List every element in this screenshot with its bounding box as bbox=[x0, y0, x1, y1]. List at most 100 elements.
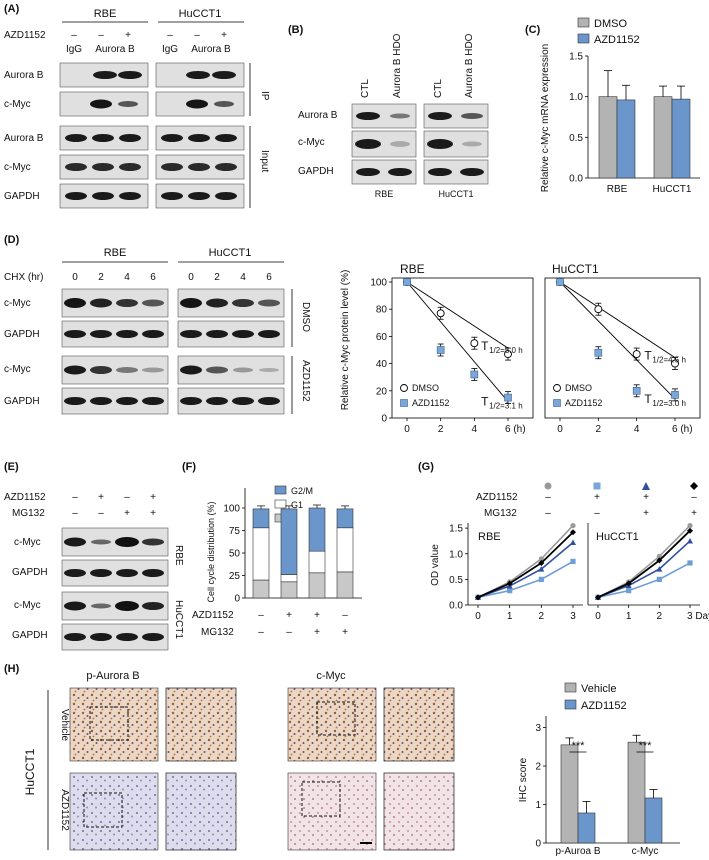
panel-h-ylabel: IHC score bbox=[518, 757, 529, 802]
y-tick-label: 50 bbox=[229, 549, 241, 560]
panel-h-sig-1: *** bbox=[572, 740, 586, 752]
panel-g-treat-1-label: AZD1152 bbox=[476, 492, 518, 503]
panel-g-t1-s1: – bbox=[545, 492, 551, 503]
point-azd1152 bbox=[436, 346, 445, 354]
panel-d-group-dmso: DMSO bbox=[300, 302, 311, 332]
bar-vehicle bbox=[560, 744, 579, 844]
panel-label-f: (F) bbox=[182, 461, 196, 473]
panel-a-sign-6: + bbox=[221, 30, 227, 41]
panel-d-time-7: 4 bbox=[240, 272, 246, 283]
panel-a-row-3: Aurora B bbox=[4, 133, 44, 144]
panel-b-cellline-rbe: RBE bbox=[375, 189, 394, 199]
bar-azd1152 bbox=[577, 812, 596, 844]
legend-marker-azd bbox=[400, 399, 408, 407]
panel-f-t2-s1: – bbox=[258, 627, 264, 638]
panel-f-t2-s2: – bbox=[286, 627, 292, 638]
panel-d-cellline-rbe: RBE bbox=[104, 247, 127, 259]
bar-segment-g2m bbox=[336, 508, 354, 529]
panel-d-chx-label: CHX (hr) bbox=[4, 272, 43, 283]
panel-f-ylabel: Cell cycle distribution (%) bbox=[206, 501, 216, 602]
panel-e-t1-s2: + bbox=[98, 492, 104, 503]
panel-d-title-hucct1: HuCCT1 bbox=[552, 262, 599, 276]
panel-c-category-rbe: RBE bbox=[607, 184, 628, 195]
point-ctrl bbox=[538, 556, 544, 562]
growth-line-2 bbox=[477, 541, 574, 599]
y-tick-label: 75 bbox=[229, 526, 241, 537]
panel-f-t1-s1: – bbox=[258, 610, 264, 621]
panel-h: p-Aurora B c-Myc HuCCT1 Vehicle AZD1152 … bbox=[23, 670, 680, 857]
growth-line-3 bbox=[477, 531, 574, 599]
bar-segment-g2m bbox=[280, 508, 298, 575]
panel-label-h: (H) bbox=[4, 663, 20, 675]
panel-h-category-2: c-Myc bbox=[632, 846, 659, 857]
point-azd1152 bbox=[671, 391, 679, 399]
point-mg132 bbox=[687, 527, 693, 534]
point-azd1152 bbox=[556, 278, 564, 286]
half-life-label: 1/2=3.0 h bbox=[652, 399, 686, 408]
point-combo bbox=[570, 539, 576, 545]
point-azd1152 bbox=[570, 558, 576, 565]
panel-label-g: (G) bbox=[418, 461, 434, 473]
panel-h-stain-paurora: p-Aurora B bbox=[86, 670, 139, 682]
x-tick-label: 4 bbox=[634, 424, 640, 435]
x-tick-label: 1 bbox=[507, 611, 513, 622]
bar-segment-g2m bbox=[252, 508, 270, 529]
panel-a-sign-4: – bbox=[167, 30, 173, 41]
bar-segment-g1 bbox=[280, 574, 298, 583]
panel-d-row-2: GAPDH bbox=[4, 329, 40, 340]
panel-e-row-2: GAPDH bbox=[12, 567, 48, 578]
point-combo bbox=[656, 566, 663, 572]
ihc-cmyc-azd bbox=[287, 772, 377, 851]
point-azd1152 bbox=[594, 348, 603, 357]
panel-g-marks bbox=[475, 522, 693, 601]
half-life-label: 1/2=4.5 h bbox=[652, 356, 686, 365]
y-tick-label: 80 bbox=[376, 305, 388, 316]
panel-a-cellline-hucct1: HuCCT1 bbox=[179, 8, 222, 20]
panel-d-row-4: GAPDH bbox=[4, 396, 40, 407]
growth-line-2 bbox=[597, 540, 691, 599]
y-tick-label: 1.5 bbox=[449, 524, 463, 535]
panel-f-t1-s3: + bbox=[314, 610, 320, 621]
plot-frame bbox=[391, 277, 534, 419]
panel-e: AZD1152 MG132 – + – + – – + + c-Myc GAPD… bbox=[4, 492, 184, 651]
y-tick-label: 25 bbox=[229, 571, 241, 582]
panel-label-a: (A) bbox=[4, 3, 20, 15]
y-tick-label: 20 bbox=[376, 386, 388, 397]
point-azd1152 bbox=[538, 576, 544, 582]
point-mg132 bbox=[595, 594, 601, 601]
panel-d-ylabel: Relative c-Myc protein level (%) bbox=[340, 270, 351, 411]
panel-g-t1-s4: – bbox=[691, 492, 697, 503]
growth-line-3 bbox=[597, 530, 691, 599]
y-tick-label: 0 bbox=[234, 594, 240, 605]
point-azd1152 bbox=[507, 588, 513, 594]
panel-e-cellline-rbe: RBE bbox=[173, 545, 184, 566]
y-tick-label: 0.5 bbox=[449, 575, 463, 586]
panel-d-title-rbe: RBE bbox=[400, 262, 425, 276]
legend-label-azd: AZD1152 bbox=[565, 398, 602, 408]
panel-h-cellline: HuCCT1 bbox=[23, 748, 37, 795]
point-dmso bbox=[632, 350, 641, 359]
panel-c-bars bbox=[598, 70, 691, 179]
point-dmso bbox=[671, 359, 679, 368]
panel-a-row-4: c-Myc bbox=[4, 162, 31, 173]
point-dmso bbox=[436, 309, 445, 318]
panel-f-legend-swatch-g1 bbox=[274, 499, 287, 509]
y-tick-label: 0.0 bbox=[569, 174, 583, 185]
point-dmso bbox=[470, 339, 479, 348]
panel-label-e: (E) bbox=[4, 461, 19, 473]
panel-e-row-4: GAPDH bbox=[12, 630, 48, 641]
point-azd1152 bbox=[470, 370, 479, 379]
panel-c-legend-azd: AZD1152 bbox=[594, 34, 640, 46]
point-mg132 bbox=[570, 529, 576, 536]
ihc-paurora-vehicle-zoom bbox=[165, 687, 237, 762]
panel-g-key-azd-marker bbox=[593, 482, 601, 490]
panel-h-legend-azd: AZD1152 bbox=[581, 700, 627, 712]
bar-dmso bbox=[598, 96, 618, 179]
y-tick-label: 1 bbox=[535, 800, 541, 811]
y-tick-label: 100 bbox=[223, 504, 240, 515]
y-tick-label: 0.0 bbox=[449, 601, 463, 612]
panel-a-lane-aurora-1: Aurora B bbox=[95, 44, 135, 55]
bar-segment-g1 bbox=[252, 527, 270, 581]
panel-g-title-rbe: RBE bbox=[478, 531, 501, 543]
x-tick-label: 6 (h) bbox=[505, 424, 526, 435]
